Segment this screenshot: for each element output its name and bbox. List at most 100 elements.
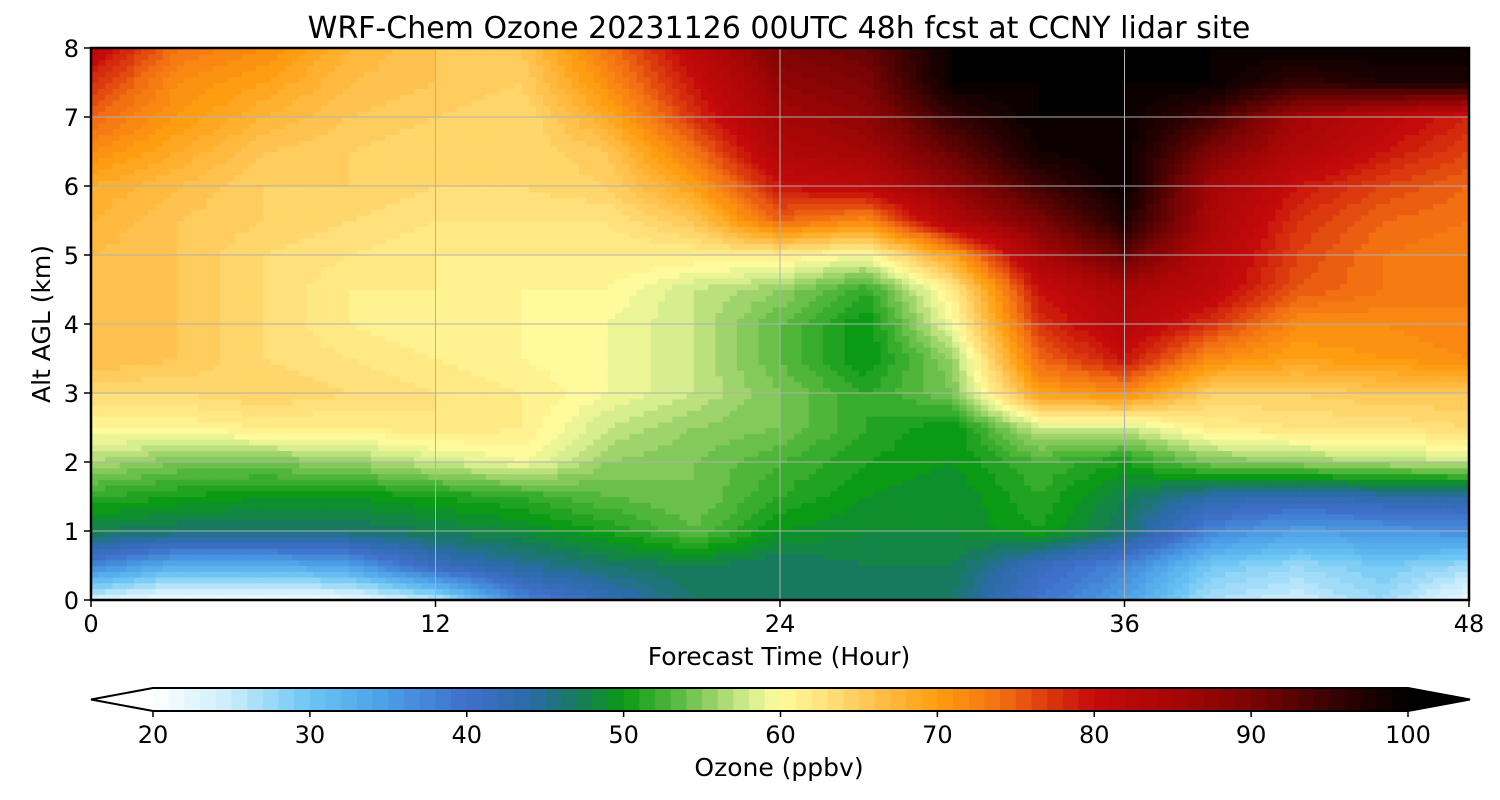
heatmap-cell [256, 508, 264, 515]
heatmap-cell [1296, 588, 1305, 595]
heatmap-cell [1433, 548, 1441, 555]
heatmap-cell [306, 548, 315, 555]
heatmap-cell [134, 548, 142, 555]
heatmap-cell [894, 594, 903, 600]
heatmap-cell [105, 490, 114, 498]
heatmap-cell [277, 467, 286, 475]
heatmap-cell [995, 467, 1004, 475]
heatmap-cell [780, 536, 788, 544]
heatmap-cell [148, 450, 157, 457]
heatmap-cell [937, 473, 946, 480]
heatmap-cell [435, 525, 444, 532]
chart-title: WRF-Chem Ozone 20231126 00UTC 48h fcst a… [308, 11, 1251, 46]
heatmap-cell [909, 456, 917, 463]
heatmap-cell [672, 565, 681, 572]
heatmap-cell [1275, 462, 1283, 469]
heatmap-cell [543, 485, 551, 492]
heatmap-cell [413, 450, 422, 457]
heatmap-cell [1189, 536, 1197, 544]
heatmap-cell [528, 525, 537, 532]
heatmap-cell [765, 508, 774, 515]
heatmap-cell [657, 502, 666, 509]
heatmap-cell [973, 565, 982, 572]
heatmap-cell [557, 536, 566, 544]
heatmap-cell [421, 531, 429, 538]
heatmap-cell [1009, 450, 1018, 457]
heatmap-cell [607, 542, 616, 549]
heatmap-cell [1160, 513, 1169, 521]
heatmap-cell [91, 485, 99, 492]
heatmap-cell [973, 496, 982, 503]
heatmap-cell [191, 496, 200, 503]
heatmap-cell [528, 588, 537, 595]
heatmap-cell [973, 450, 982, 457]
heatmap-cell [220, 496, 228, 503]
heatmap-cell [306, 485, 315, 492]
heatmap-cell [428, 525, 437, 532]
heatmap-cell [1339, 571, 1348, 578]
heatmap-cell [708, 485, 717, 492]
heatmap-cell [521, 554, 530, 561]
heatmap-cell [1009, 508, 1018, 515]
heatmap-cell [679, 531, 688, 538]
heatmap-cell [1074, 531, 1083, 538]
heatmap-cell [607, 525, 616, 532]
heatmap-cell [98, 467, 106, 475]
heatmap-cell [1246, 519, 1255, 526]
heatmap-cell [1174, 531, 1183, 538]
heatmap-cell [614, 577, 623, 584]
heatmap-cell [1425, 525, 1434, 532]
heatmap-cell [1375, 502, 1384, 509]
heatmap-cell [1454, 594, 1463, 600]
heatmap-cell [1354, 594, 1362, 600]
heatmap-cell [722, 525, 731, 532]
heatmap-cell [657, 467, 666, 475]
heatmap-cell [672, 571, 681, 578]
heatmap-cell [1282, 588, 1291, 595]
heatmap-cell [1311, 536, 1319, 544]
heatmap-cell [428, 467, 437, 475]
heatmap-cell [629, 588, 638, 595]
heatmap-cell [693, 559, 702, 567]
heatmap-cell [650, 508, 659, 515]
heatmap-cell [945, 577, 953, 584]
heatmap-cell [306, 496, 315, 503]
heatmap-cell [421, 554, 429, 561]
heatmap-cell [1088, 531, 1097, 538]
heatmap-cell [1268, 519, 1276, 526]
heatmap-cell [1181, 479, 1190, 486]
heatmap-cell [1253, 467, 1262, 475]
heatmap-cell [507, 473, 516, 480]
heatmap-cell [1031, 531, 1039, 538]
heatmap-cell [1346, 554, 1355, 561]
heatmap-cell [952, 473, 961, 480]
heatmap-cell [765, 513, 774, 521]
heatmap-cell [1368, 502, 1377, 509]
heatmap-cell [715, 462, 724, 469]
heatmap-cell [758, 473, 767, 480]
heatmap-cell [385, 485, 394, 492]
heatmap-cell [514, 536, 523, 544]
heatmap-cell [1339, 588, 1348, 595]
heatmap-cell [514, 588, 523, 595]
heatmap-cell [1232, 473, 1240, 480]
heatmap-cell [299, 462, 307, 469]
heatmap-cell [248, 519, 257, 526]
heatmap-cell [643, 542, 652, 549]
heatmap-cell [1217, 502, 1226, 509]
heatmap-cell [1196, 571, 1205, 578]
heatmap-cell [413, 582, 422, 590]
heatmap-cell [1217, 542, 1226, 549]
heatmap-cell [1346, 479, 1355, 486]
heatmap-cell [679, 594, 688, 600]
heatmap-cell [550, 485, 559, 492]
heatmap-cell [1339, 462, 1348, 469]
heatmap-cell [205, 502, 214, 509]
heatmap-cell [837, 548, 846, 555]
heatmap-cell [823, 554, 831, 561]
heatmap-cell [442, 456, 451, 463]
heatmap-cell [457, 490, 465, 498]
heatmap-cell [772, 594, 781, 600]
heatmap-cell [1325, 542, 1334, 549]
heatmap-cell [277, 502, 286, 509]
